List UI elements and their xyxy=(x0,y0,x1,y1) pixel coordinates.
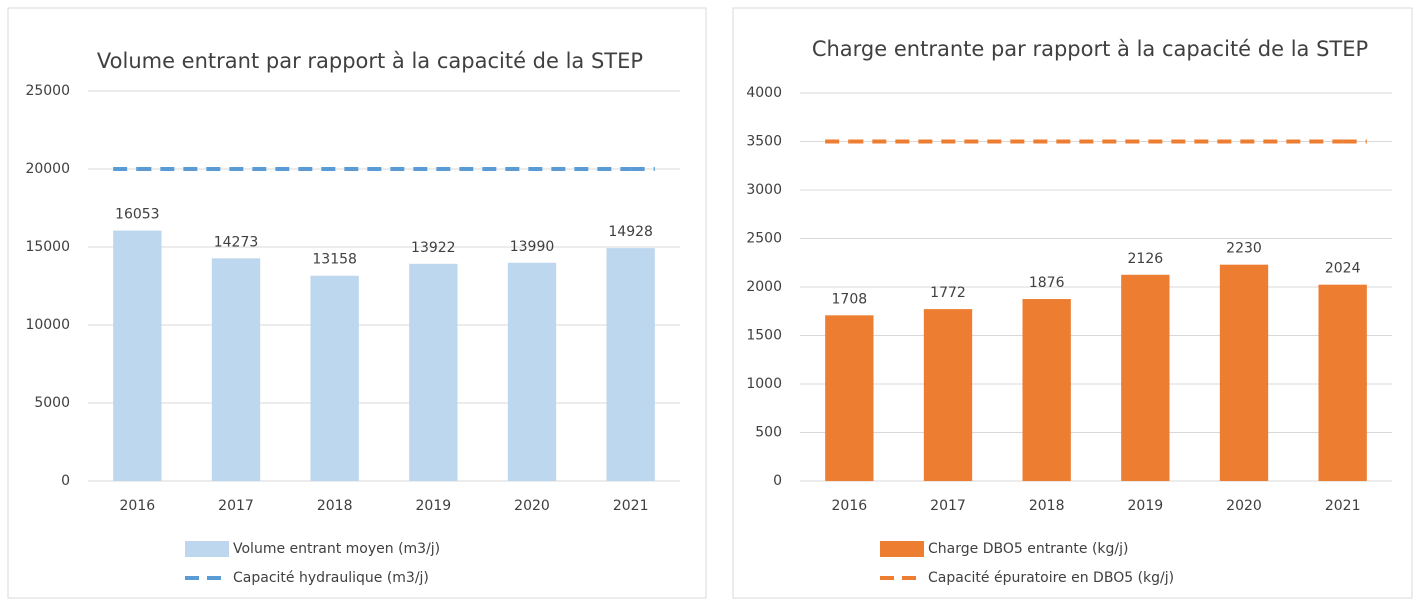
y-tick-label: 3500 xyxy=(746,134,782,150)
bar xyxy=(606,248,655,481)
y-tick-label: 20000 xyxy=(25,161,70,177)
data-label: 2230 xyxy=(1226,241,1262,257)
x-tick-label: 2020 xyxy=(514,498,550,514)
y-tick-label: 5000 xyxy=(34,395,70,411)
data-label: 2126 xyxy=(1128,251,1164,267)
x-tick-label: 2018 xyxy=(317,498,353,514)
data-label: 13922 xyxy=(411,240,456,256)
x-tick-label: 2021 xyxy=(1325,498,1361,514)
chart-title: Volume entrant par rapport à la capacité… xyxy=(97,49,643,73)
bar xyxy=(1219,264,1269,481)
x-tick-label: 2019 xyxy=(416,498,452,514)
legend-label: Capacité épuratoire en DBO5 (kg/j) xyxy=(928,570,1174,586)
bar xyxy=(923,309,973,481)
data-label: 1772 xyxy=(930,285,966,301)
bar xyxy=(409,263,458,481)
bar xyxy=(211,258,261,481)
bar xyxy=(1022,299,1071,481)
legend-swatch xyxy=(880,541,924,557)
data-label: 1708 xyxy=(832,291,868,307)
bar xyxy=(113,230,162,481)
data-label: 2024 xyxy=(1325,261,1361,277)
x-tick-label: 2017 xyxy=(930,498,966,514)
data-label: 16053 xyxy=(115,207,160,223)
y-tick-label: 2500 xyxy=(746,231,782,247)
legend-label: Capacité hydraulique (m3/j) xyxy=(233,570,429,586)
bar xyxy=(1121,274,1170,481)
x-tick-label: 2016 xyxy=(832,498,868,514)
panel xyxy=(732,7,1413,599)
x-tick-label: 2019 xyxy=(1128,498,1164,514)
bar xyxy=(1318,284,1367,481)
y-tick-label: 1000 xyxy=(746,376,782,392)
y-tick-label: 2000 xyxy=(746,279,782,295)
bar xyxy=(310,275,359,481)
x-tick-label: 2020 xyxy=(1226,498,1262,514)
chart-title: Charge entrante par rapport à la capacit… xyxy=(812,37,1368,61)
y-tick-label: 0 xyxy=(61,473,70,489)
data-label: 13990 xyxy=(510,239,555,255)
x-tick-label: 2016 xyxy=(120,498,156,514)
y-tick-label: 500 xyxy=(755,425,782,441)
y-tick-label: 1500 xyxy=(746,328,782,344)
bar xyxy=(825,315,874,481)
x-tick-label: 2021 xyxy=(613,498,649,514)
y-tick-label: 0 xyxy=(773,473,782,489)
y-tick-label: 25000 xyxy=(25,83,70,99)
legend-label: Volume entrant moyen (m3/j) xyxy=(233,541,440,557)
y-tick-label: 15000 xyxy=(25,239,70,255)
data-label: 14273 xyxy=(214,234,259,250)
legend-label: Charge DBO5 entrante (kg/j) xyxy=(928,541,1128,557)
y-tick-label: 10000 xyxy=(25,317,70,333)
data-label: 14928 xyxy=(608,224,653,240)
y-tick-label: 4000 xyxy=(746,85,782,101)
data-label: 13158 xyxy=(312,252,357,268)
x-tick-label: 2018 xyxy=(1029,498,1065,514)
x-tick-label: 2017 xyxy=(218,498,254,514)
data-label: 1876 xyxy=(1029,275,1065,291)
bar xyxy=(507,262,557,481)
y-tick-label: 3000 xyxy=(746,182,782,198)
legend-swatch xyxy=(185,541,229,557)
